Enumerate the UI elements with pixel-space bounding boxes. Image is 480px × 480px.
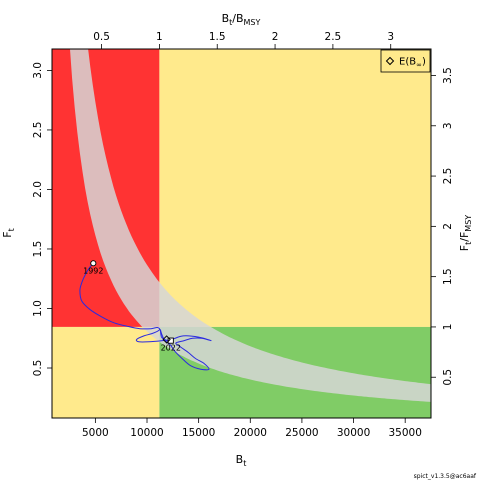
x-tick-label: 5000 [82, 427, 109, 439]
first-year-label: 1992 [83, 266, 103, 275]
last-year-point [167, 337, 174, 344]
x-tick-label: 10000 [130, 427, 163, 439]
top-tick-label: 1 [156, 31, 163, 43]
last-year-label: 2022 [161, 344, 181, 353]
top-tick-label: 2.5 [325, 31, 342, 43]
y-tick-label: 3.0 [32, 62, 44, 79]
right-tick-label: 1 [442, 324, 454, 331]
x-tick-label: 15000 [182, 427, 215, 439]
right-tick-label: 0.5 [442, 369, 454, 386]
equilibrium-biomass-point [162, 335, 171, 344]
x-tick-label: 35000 [388, 427, 421, 439]
overfishing-zone [159, 49, 431, 327]
top-tick-label: 1.5 [209, 31, 226, 43]
legend: E(B∞) [380, 49, 431, 73]
right-axis-title: Ft/FMSY [458, 215, 473, 251]
top-axis-title: Bt/BMSY [222, 12, 261, 27]
y-tick-label: 2.0 [32, 181, 44, 198]
equilibrium-band-layer [69, 49, 431, 402]
y-tick-label: 1.5 [32, 241, 44, 258]
x-tick-label: 20000 [234, 427, 267, 439]
top-tick-label: 3 [387, 31, 394, 43]
x-tick-label: 30000 [337, 427, 370, 439]
points-layer: 1992 2022 [83, 260, 181, 353]
first-year-point [90, 260, 97, 267]
right-tick-label: 2.5 [442, 168, 454, 185]
right-tick-label: 3.5 [442, 67, 454, 84]
footer-version: spict_v1.3.5@ac6aaf [414, 473, 477, 480]
x-axis-title: Bt [236, 453, 247, 468]
y-axis-title: Ft [1, 228, 16, 237]
top-tick-label: 2 [272, 31, 279, 43]
x-tick-label: 25000 [285, 427, 318, 439]
y-tick-label: 1.0 [32, 300, 44, 317]
equilibrium-band [69, 49, 431, 402]
legend-diamond-icon [385, 56, 395, 66]
status-zones [52, 49, 431, 418]
right-axis: 0.5 1 1.5 2 2.5 3 3.5 [431, 67, 454, 386]
top-tick-label: 0.5 [93, 31, 110, 43]
right-tick-label: 2 [442, 223, 454, 230]
top-axis: 0.5 1 1.5 2 2.5 3 [93, 31, 394, 49]
plot-frame [51, 48, 432, 419]
right-tick-label: 1.5 [442, 268, 454, 285]
y-tick-label: 2.5 [32, 122, 44, 139]
x-axis: 5000 10000 15000 20000 25000 30000 35000 [82, 418, 422, 439]
y-tick-label: 0.5 [32, 360, 44, 377]
legend-label: E(B∞) [399, 57, 426, 70]
y-axis: 0.5 1.0 1.5 2.0 2.5 3.0 [32, 62, 52, 376]
overfished-zone [52, 326, 160, 418]
right-tick-label: 3 [442, 122, 454, 129]
legend-box [380, 49, 431, 73]
